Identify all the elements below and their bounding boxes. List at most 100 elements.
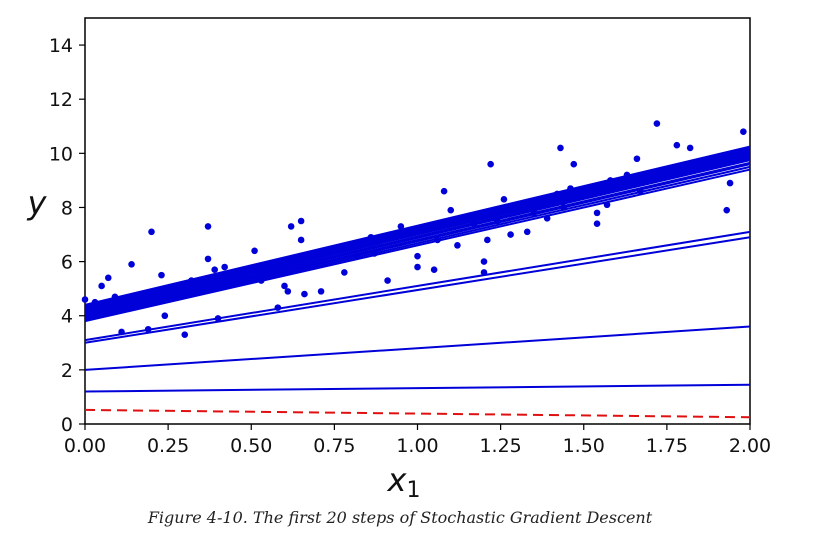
data-point bbox=[397, 223, 405, 230]
data-point bbox=[201, 285, 208, 292]
data-point bbox=[128, 261, 135, 268]
x-axis-label: x1 bbox=[387, 461, 421, 500]
data-point bbox=[620, 182, 627, 190]
data-point bbox=[257, 277, 265, 284]
data-point bbox=[603, 201, 611, 209]
data-point bbox=[301, 290, 308, 298]
data-point bbox=[553, 190, 561, 198]
sgd-step-line bbox=[84, 383, 751, 393]
data-point bbox=[480, 258, 488, 265]
y-tick-label: 2 bbox=[61, 360, 73, 382]
data-point bbox=[188, 277, 195, 284]
data-point bbox=[414, 263, 421, 271]
figure-caption: Figure 4-10. The first 20 steps of Stoch… bbox=[147, 508, 653, 527]
sgd-step-line bbox=[84, 168, 751, 323]
sgd-step-line bbox=[84, 230, 751, 342]
data-point bbox=[281, 282, 288, 290]
data-point bbox=[500, 196, 508, 203]
data-point bbox=[557, 144, 564, 152]
data-point bbox=[487, 160, 494, 168]
data-point bbox=[567, 185, 574, 192]
y-tick-label: 12 bbox=[49, 89, 73, 111]
plot-frame bbox=[84, 17, 751, 425]
data-point bbox=[593, 209, 601, 217]
data-point bbox=[723, 206, 731, 214]
data-point bbox=[204, 255, 212, 263]
data-point bbox=[447, 206, 455, 214]
x-tick-label: 1.50 bbox=[563, 435, 605, 457]
x-tick-label: 0.25 bbox=[147, 435, 189, 457]
data-point bbox=[543, 214, 551, 222]
data-point bbox=[440, 187, 448, 195]
data-point bbox=[633, 155, 641, 163]
data-point bbox=[251, 247, 258, 255]
x-tick-label: 0.75 bbox=[313, 435, 355, 457]
data-point bbox=[507, 231, 514, 238]
data-point bbox=[354, 252, 361, 260]
data-point bbox=[607, 177, 614, 184]
data-point bbox=[430, 266, 438, 274]
data-point bbox=[297, 217, 305, 225]
sgd-step-line bbox=[84, 146, 751, 308]
data-point bbox=[414, 252, 421, 260]
data-point bbox=[98, 282, 105, 290]
data-point bbox=[726, 179, 734, 187]
sgd-step-line bbox=[84, 145, 751, 306]
x-tick-label: 1.25 bbox=[479, 435, 521, 457]
data-point bbox=[494, 217, 501, 225]
data-point bbox=[284, 288, 292, 295]
data-point bbox=[713, 160, 721, 168]
data-point bbox=[297, 236, 305, 244]
y-tick-label: 0 bbox=[61, 414, 73, 436]
data-point bbox=[593, 220, 601, 228]
data-point bbox=[81, 296, 89, 303]
data-point bbox=[367, 233, 375, 241]
y-tick-label: 14 bbox=[49, 35, 73, 57]
y-tick-label: 4 bbox=[61, 306, 73, 328]
sgd-step-line bbox=[84, 149, 751, 310]
data-point bbox=[454, 242, 461, 249]
data-point bbox=[231, 279, 238, 287]
data-point bbox=[686, 144, 694, 152]
sgd-chart: 0.00 0.25 0.50 0.75 1.00 1.25 1.50 1.75 2.00 0 2 4… bbox=[27, 17, 771, 500]
data-point bbox=[158, 271, 165, 279]
y-axis-label: y bbox=[27, 184, 48, 222]
data-point bbox=[434, 236, 441, 244]
x-axis: 0.00 0.25 0.50 0.75 1.00 1.25 1.50 1.75 2.00 bbox=[64, 424, 771, 457]
sgd-step-line bbox=[84, 156, 751, 317]
data-point bbox=[204, 223, 212, 230]
x-tick-label: 0.50 bbox=[230, 435, 272, 457]
data-point bbox=[484, 236, 491, 244]
data-point bbox=[171, 288, 179, 295]
y-tick-label: 8 bbox=[61, 197, 73, 219]
sgd-step-line bbox=[84, 152, 751, 312]
data-point bbox=[267, 263, 275, 271]
data-point bbox=[480, 269, 488, 276]
y-tick-label: 6 bbox=[61, 252, 73, 274]
sgd-step-line bbox=[84, 148, 751, 309]
data-point bbox=[570, 160, 578, 168]
sgd-step-line bbox=[84, 325, 751, 371]
x-tick-label: 1.75 bbox=[646, 435, 688, 457]
data-point bbox=[287, 223, 295, 230]
data-point bbox=[317, 288, 325, 295]
data-point bbox=[211, 266, 218, 274]
data-point bbox=[321, 247, 328, 255]
data-point bbox=[560, 204, 568, 211]
data-point bbox=[118, 328, 125, 336]
x-tick-label: 1.00 bbox=[396, 435, 438, 457]
data-point bbox=[221, 263, 228, 271]
data-point bbox=[88, 304, 95, 311]
data-point bbox=[148, 228, 155, 236]
data-point bbox=[523, 228, 531, 236]
y-axis: 0 2 4 6 8 10 12 14 bbox=[49, 35, 85, 436]
data-point bbox=[91, 298, 99, 306]
data-point bbox=[673, 141, 681, 149]
x-tick-label: 0.00 bbox=[64, 435, 106, 457]
x-axis-label-subscript: 1 bbox=[406, 478, 420, 500]
data-point bbox=[168, 293, 175, 301]
data-point bbox=[341, 269, 348, 276]
data-point bbox=[274, 304, 282, 311]
sgd-step-line bbox=[84, 236, 751, 344]
data-point bbox=[623, 171, 631, 179]
